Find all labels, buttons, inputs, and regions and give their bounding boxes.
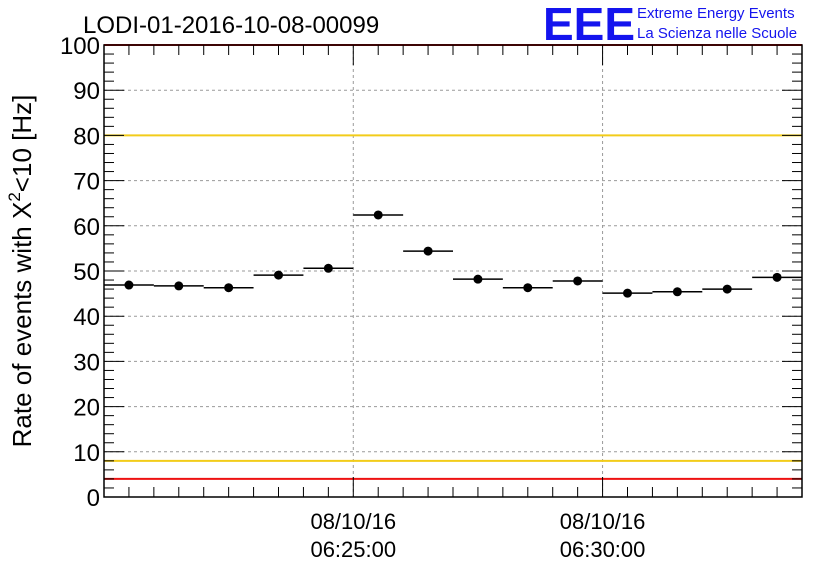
data-point — [473, 274, 483, 284]
axis-labels: 0 10 20 30 40 50 60 70 80 90 100 08/10/16 06:25:00 08… — [60, 33, 645, 562]
y-tick-label: 80 — [73, 123, 100, 150]
data-point — [523, 283, 533, 293]
y-axis-label-main: Rate of events with X — [7, 202, 37, 448]
y-tick-label: 70 — [73, 169, 100, 196]
y-tick-label: 100 — [60, 33, 100, 60]
axis-ticks — [103, 44, 803, 498]
data-point — [224, 283, 234, 293]
y-tick-label: 10 — [73, 440, 100, 467]
logo-mark: EEE — [543, 0, 635, 50]
y-tick-label: 0 — [87, 485, 100, 512]
chart-title: LODI-01-2016-10-08-00099 — [83, 12, 379, 39]
data-point — [573, 276, 583, 286]
logo-line1: Extreme Energy Events — [637, 5, 795, 22]
data-point — [323, 263, 333, 273]
data-point — [373, 210, 383, 220]
y-axis-label-tail: <10 [Hz] — [7, 95, 37, 193]
data-point — [174, 281, 184, 291]
y-tick-label: 50 — [73, 259, 100, 286]
y-tick-label: 20 — [73, 395, 100, 422]
data-point — [274, 270, 283, 280]
x-tick-label-time: 06:30:00 — [560, 537, 646, 562]
data-point — [423, 246, 433, 256]
grid-lines — [104, 45, 802, 497]
data-points — [104, 210, 802, 298]
y-tick-label: 30 — [73, 349, 100, 376]
data-point — [772, 272, 782, 282]
y-tick-label: 40 — [73, 304, 100, 331]
y-tick-label: 60 — [73, 214, 100, 241]
y-tick-label: 90 — [73, 78, 100, 105]
data-point — [124, 280, 134, 290]
x-tick-label-date: 08/10/16 — [310, 509, 396, 534]
logo-line2: La Scienza nelle Scuole — [637, 25, 797, 42]
data-point — [623, 288, 632, 298]
x-tick-label-time: 06:25:00 — [310, 537, 396, 562]
y-axis-label-superscript: 2 — [5, 192, 24, 201]
data-point — [722, 284, 732, 294]
reference-lines — [104, 44, 802, 480]
eee-logo: EEE Extreme Energy Events La Scienza nel… — [543, 0, 797, 50]
data-point — [672, 287, 682, 297]
x-tick-label-date: 08/10/16 — [560, 509, 646, 534]
y-axis-label: Rate of events with X2<10 [Hz] — [5, 95, 37, 448]
